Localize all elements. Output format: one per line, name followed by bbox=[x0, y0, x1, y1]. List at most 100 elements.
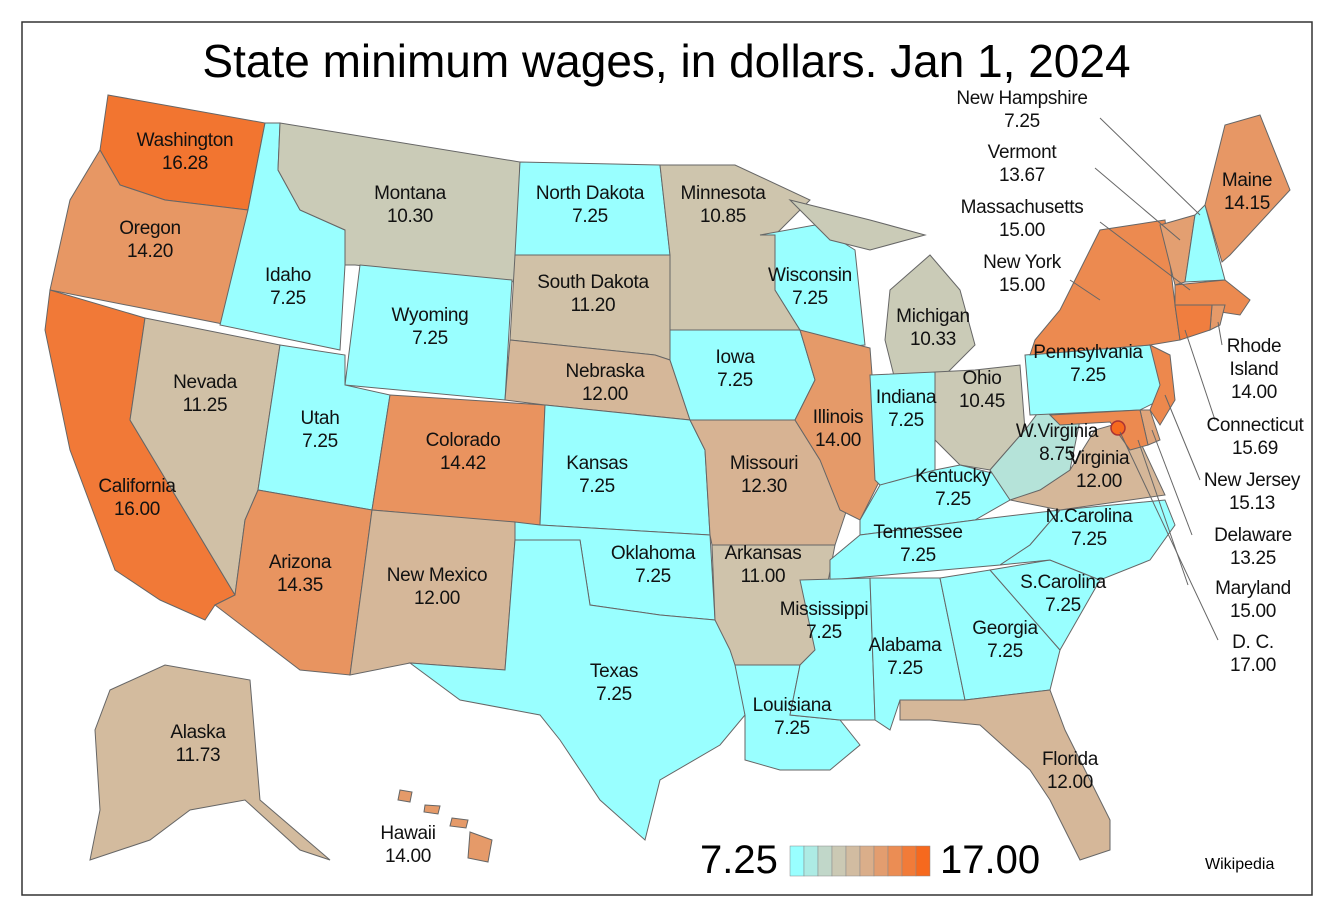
state-value: 12.00 bbox=[1075, 471, 1123, 492]
state-value: 10.30 bbox=[386, 206, 434, 227]
state-value: 7.25 bbox=[302, 431, 338, 452]
leader-line bbox=[1094, 167, 1181, 241]
state-value: 7.25 bbox=[987, 641, 1023, 662]
state-name: Georgia bbox=[972, 618, 1038, 639]
state-value: 7.25 bbox=[579, 476, 615, 497]
colorbar-swatch bbox=[887, 845, 903, 877]
state-name: Utah bbox=[300, 408, 340, 429]
state bbox=[884, 254, 976, 381]
state-value: 14.42 bbox=[439, 453, 487, 474]
state-name: Massachusetts bbox=[960, 197, 1084, 218]
state bbox=[989, 409, 1081, 501]
leader-line bbox=[1184, 329, 1216, 421]
state-name: Alabama bbox=[868, 635, 942, 656]
leader-line bbox=[1119, 431, 1219, 641]
state-value: 14.00 bbox=[384, 846, 432, 867]
state-name: Nebraska bbox=[565, 361, 645, 382]
colorbar-max: 17.00 bbox=[940, 838, 1041, 882]
state bbox=[449, 817, 469, 829]
state-name: Vermont bbox=[987, 142, 1057, 163]
state-value: 7.25 bbox=[1070, 365, 1106, 386]
state-name: D. C. bbox=[1232, 632, 1274, 653]
state bbox=[899, 689, 1111, 861]
state-value: 14.15 bbox=[1223, 193, 1271, 214]
map-title: State minimum wages, in dollars. Jan 1, … bbox=[202, 35, 1131, 87]
state-name: Arkansas bbox=[724, 543, 802, 564]
state-name: Montana bbox=[374, 183, 446, 204]
state-name: Wisconsin bbox=[768, 265, 852, 286]
colorbar-swatch bbox=[817, 845, 833, 877]
colorbar-swatch bbox=[915, 845, 931, 877]
state-name: Rhode Island bbox=[1226, 336, 1282, 380]
state-value: 14.00 bbox=[814, 430, 862, 451]
state-value: 15.00 bbox=[1229, 601, 1277, 622]
state-value: 7.25 bbox=[412, 328, 448, 349]
state-name: Texas bbox=[589, 661, 639, 682]
state-name: New Mexico bbox=[386, 565, 488, 586]
state-value: 15.00 bbox=[998, 220, 1046, 241]
state-name: Delaware bbox=[1214, 525, 1292, 546]
state-name: Oregon bbox=[119, 218, 181, 239]
state-value: 11.00 bbox=[740, 566, 786, 587]
leader-line bbox=[1137, 439, 1189, 586]
state-name: South Dakota bbox=[537, 272, 649, 293]
state-value: 7.25 bbox=[935, 489, 971, 510]
state-name: Pennsylvania bbox=[1033, 342, 1143, 363]
state-value: 15.13 bbox=[1228, 493, 1276, 514]
state-value: 12.00 bbox=[1046, 772, 1094, 793]
state-name: N.Carolina bbox=[1045, 506, 1133, 527]
state-name: Colorado bbox=[425, 430, 501, 451]
state-name: Michigan bbox=[896, 306, 970, 327]
state-value: 7.25 bbox=[806, 622, 842, 643]
colorbar-swatch bbox=[845, 845, 861, 877]
state-value: 10.33 bbox=[909, 329, 957, 350]
state-name: Maryland bbox=[1215, 578, 1291, 599]
state-name: Maine bbox=[1221, 170, 1273, 191]
state bbox=[1174, 304, 1213, 341]
state-name: Iowa bbox=[715, 347, 755, 368]
leader-line bbox=[1164, 394, 1201, 481]
state-name: Arizona bbox=[268, 552, 332, 573]
state-name: Wyoming bbox=[391, 305, 469, 326]
state-name: Louisiana bbox=[752, 695, 832, 716]
state-value: 13.25 bbox=[1229, 548, 1277, 569]
state-value: 16.28 bbox=[161, 153, 209, 174]
state-value: 7.25 bbox=[888, 410, 924, 431]
leader-line bbox=[1151, 429, 1193, 536]
state bbox=[788, 199, 927, 251]
state bbox=[939, 569, 1061, 701]
state-value: 14.20 bbox=[126, 241, 174, 262]
state-value: 14.00 bbox=[1230, 382, 1278, 403]
state-value: 7.25 bbox=[635, 566, 671, 587]
state-name: Kentucky bbox=[915, 466, 991, 487]
state-name: California bbox=[98, 476, 176, 497]
state-name: New Hampshire bbox=[956, 88, 1088, 109]
leader-line bbox=[1099, 221, 1191, 291]
state-value: 10.45 bbox=[958, 391, 1006, 412]
state-value: 7.25 bbox=[1004, 111, 1040, 132]
leader-line bbox=[1099, 117, 1201, 216]
state-name: Ohio bbox=[962, 368, 1002, 389]
colorbar-swatch bbox=[831, 845, 847, 877]
state-value: 12.00 bbox=[413, 588, 461, 609]
state bbox=[397, 789, 413, 803]
state-value: 7.25 bbox=[596, 684, 632, 705]
state-value: 11.73 bbox=[175, 745, 221, 766]
state-value: 7.25 bbox=[792, 288, 828, 309]
state-value: 7.25 bbox=[900, 545, 936, 566]
state-name: Connecticut bbox=[1206, 415, 1304, 436]
state-name: Kansas bbox=[566, 453, 628, 474]
source: Wikipedia bbox=[1205, 856, 1275, 873]
state bbox=[423, 804, 441, 815]
state-value: 7.25 bbox=[717, 370, 753, 391]
state-value: 15.69 bbox=[1231, 438, 1279, 459]
state-name: Illinois bbox=[812, 407, 864, 428]
state-name: North Dakota bbox=[535, 183, 645, 204]
state-name: Mississippi bbox=[779, 599, 869, 620]
state-value: 7.25 bbox=[270, 288, 306, 309]
colorbar-swatch bbox=[859, 845, 875, 877]
state-value: 11.20 bbox=[570, 295, 616, 316]
colorbar-min: 7.25 bbox=[700, 838, 778, 882]
state-name: New York bbox=[983, 252, 1061, 273]
